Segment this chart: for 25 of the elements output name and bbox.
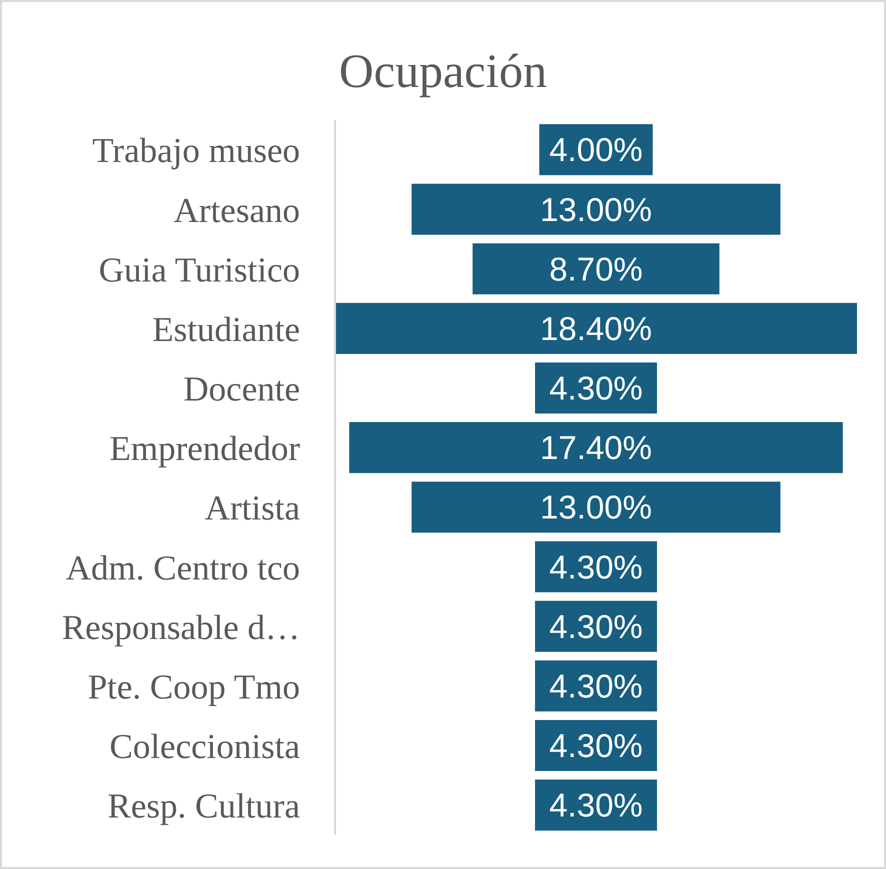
category-label: Trabajo museo bbox=[92, 131, 300, 170]
text: Ocupación bbox=[338, 44, 548, 100]
data-label: 4.00% bbox=[549, 131, 643, 168]
category-label: Estudiante bbox=[152, 310, 300, 349]
data-label: 4.30% bbox=[549, 370, 643, 407]
category-label: Adm. Centro tco bbox=[66, 548, 300, 588]
data-label: 4.30% bbox=[549, 786, 643, 824]
data-label: 4.30% bbox=[549, 727, 643, 764]
category-label: Artesano bbox=[174, 190, 300, 230]
data-label: 8.70% bbox=[549, 250, 643, 288]
category-label: Docente bbox=[183, 370, 300, 409]
data-label: 18.40% bbox=[540, 310, 652, 347]
category-label: Guia Turistico bbox=[98, 250, 300, 290]
category-label: Coleccionista bbox=[109, 727, 300, 766]
data-label: 4.30% bbox=[549, 608, 643, 645]
category-label: Pte. Coop Tmo bbox=[88, 667, 300, 706]
data-label: 13.00% bbox=[540, 488, 652, 526]
data-label: 17.40% bbox=[540, 429, 652, 466]
category-label: Resp. Cultura bbox=[108, 786, 300, 826]
data-label: 13.00% bbox=[540, 190, 652, 228]
data-label: 4.30% bbox=[549, 548, 643, 586]
category-label: Emprendedor bbox=[110, 429, 300, 468]
category-label: Responsable d… bbox=[62, 608, 300, 647]
category-label: Artista bbox=[204, 488, 300, 528]
data-label: 4.30% bbox=[549, 667, 643, 704]
